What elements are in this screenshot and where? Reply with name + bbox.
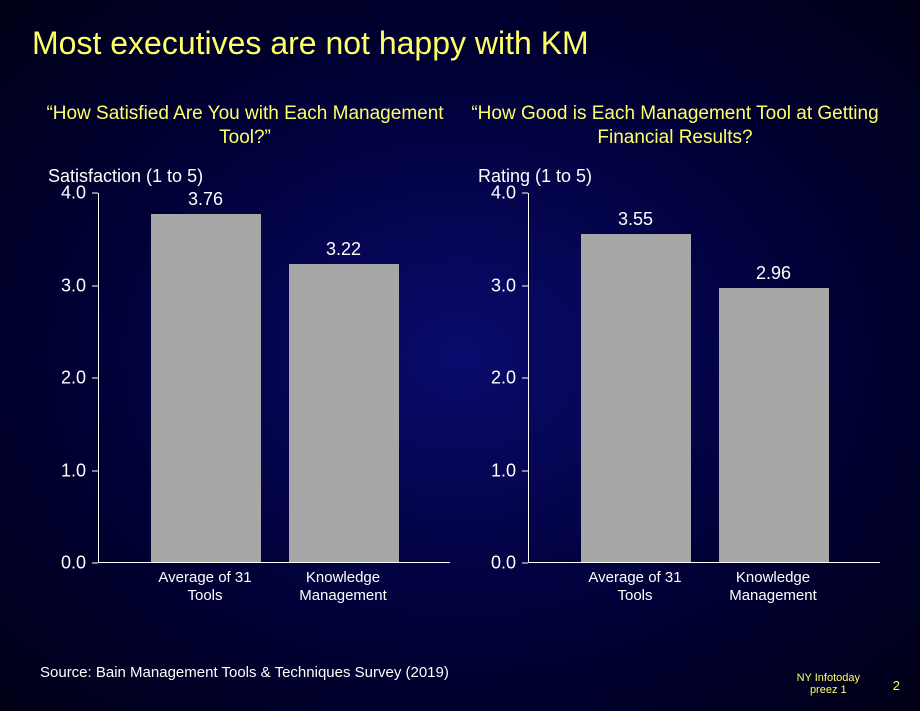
- ytick-label: 4.0: [491, 183, 516, 204]
- chart-right: “How Good is Each Management Tool at Get…: [470, 102, 880, 605]
- chart-left-xlabels: Average of 31 Tools Knowledge Management: [98, 563, 450, 605]
- chart-left-ylabel: Satisfaction (1 to 5): [48, 166, 450, 187]
- bar: [719, 288, 829, 562]
- source-citation: Source: Bain Management Tools & Techniqu…: [40, 664, 449, 681]
- bar-value-label: 3.55: [618, 209, 653, 230]
- chart-left: “How Satisfied Are You with Each Managem…: [40, 102, 450, 605]
- ytick-label: 2.0: [491, 368, 516, 389]
- x-label: Average of 31 Tools: [150, 569, 260, 605]
- bar-col: 3.76: [151, 189, 261, 562]
- bar: [289, 264, 399, 562]
- ytick-label: 1.0: [61, 460, 86, 481]
- ytick-label: 0.0: [491, 553, 516, 574]
- chart-right-yticks: 0.0 1.0 2.0 3.0 4.0: [470, 193, 528, 563]
- chart-right-plot: 0.0 1.0 2.0 3.0 4.0 3.55 2.96: [470, 193, 880, 563]
- bar: [581, 234, 691, 562]
- bar-col: 2.96: [719, 263, 829, 562]
- x-label: Average of 31 Tools: [580, 569, 690, 605]
- charts-row: “How Satisfied Are You with Each Managem…: [0, 62, 920, 605]
- ytick-label: 3.0: [491, 275, 516, 296]
- bar: [151, 214, 261, 562]
- bar-col: 3.22: [289, 239, 399, 562]
- chart-left-area: 3.76 3.22: [98, 193, 450, 563]
- bar-value-label: 2.96: [756, 263, 791, 284]
- ytick-label: 1.0: [491, 460, 516, 481]
- footer-credit-line1: NY Infotoday: [797, 672, 860, 684]
- bar-value-label: 3.22: [326, 239, 361, 260]
- chart-left-title: “How Satisfied Are You with Each Managem…: [40, 102, 450, 154]
- chart-right-xlabels: Average of 31 Tools Knowledge Management: [528, 563, 880, 605]
- bar-col: 3.55: [581, 209, 691, 562]
- ytick-label: 4.0: [61, 183, 86, 204]
- chart-left-yticks: 0.0 1.0 2.0 3.0 4.0: [40, 193, 98, 563]
- page-number: 2: [893, 678, 900, 693]
- x-label: Knowledge Management: [288, 569, 398, 605]
- ytick-label: 3.0: [61, 275, 86, 296]
- slide-title: Most executives are not happy with KM: [0, 0, 920, 62]
- footer-credit-line2: preez 1: [810, 684, 847, 696]
- x-label: Knowledge Management: [718, 569, 828, 605]
- chart-right-title: “How Good is Each Management Tool at Get…: [470, 102, 880, 154]
- chart-right-area: 3.55 2.96: [528, 193, 880, 563]
- chart-left-plot: 0.0 1.0 2.0 3.0 4.0 3.76 3.22: [40, 193, 450, 563]
- chart-right-ylabel: Rating (1 to 5): [478, 166, 880, 187]
- bar-value-label: 3.76: [188, 189, 223, 210]
- ytick-label: 0.0: [61, 553, 86, 574]
- ytick-label: 2.0: [61, 368, 86, 389]
- footer-credit: NY Infotoday preez 1: [797, 672, 860, 697]
